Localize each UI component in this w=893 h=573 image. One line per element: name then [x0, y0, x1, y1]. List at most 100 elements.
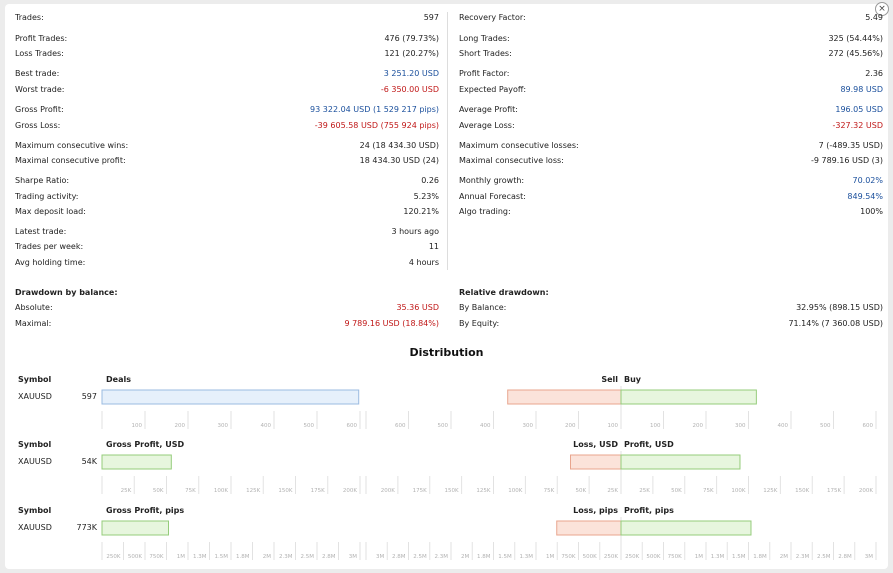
tick-label: 100K — [731, 488, 745, 494]
right-row: Profit Factor: 2.36 — [459, 68, 883, 80]
tick-label: 2.5M — [413, 554, 427, 560]
stat-value: 3 251.20 USD — [383, 69, 439, 78]
stat-label: Expected Payoff: — [459, 85, 527, 94]
tick-label: 1.5M — [498, 554, 512, 560]
tick-label: 100 — [132, 423, 143, 429]
stat-value: -9 789.16 USD (3) — [810, 156, 883, 165]
symbol-label: XAUUSD — [18, 523, 52, 532]
tick-label: 75K — [185, 488, 196, 494]
relative-drawdown-heading: Relative drawdown: — [459, 288, 549, 297]
tick-label: 1.5M — [215, 554, 229, 560]
symbol-label: XAUUSD — [18, 392, 52, 401]
stat-value: 0.26 — [421, 176, 439, 185]
symbol-header: Symbol — [18, 506, 52, 515]
tick-label: 300 — [523, 423, 534, 429]
tick-label: 750K — [561, 554, 575, 560]
tick-label: 2.3M — [796, 554, 810, 560]
left-header: Deals — [106, 375, 131, 384]
right-row: Average Loss: -327.32 USD — [459, 120, 883, 132]
stat-value: 70.02% — [852, 176, 883, 185]
profit-header: Profit, pips — [624, 506, 674, 515]
tick-label: 3M — [376, 554, 384, 560]
tick-label: 100K — [508, 488, 522, 494]
buy-bar — [620, 389, 757, 405]
profit-bar — [620, 454, 741, 470]
tick-label: 125K — [763, 488, 777, 494]
left-row: Maximum consecutive wins: 24 (18 434.30 U… — [15, 140, 439, 152]
tick-label: 750K — [668, 554, 682, 560]
buy-header: Buy — [624, 375, 642, 384]
tick-label: 500K — [646, 554, 660, 560]
tick-label: 250K — [625, 554, 639, 560]
stat-label: Long Trades: — [459, 34, 510, 43]
right-row: Maximal consecutive loss: -9 789.16 USD (… — [459, 155, 883, 167]
stat-label: Trades: — [15, 13, 44, 22]
tick-label: 300 — [218, 423, 229, 429]
tick-label: 1.3M — [520, 554, 534, 560]
tick-label: 100 — [650, 423, 661, 429]
tick-label: 150K — [445, 488, 459, 494]
close-icon[interactable]: × — [875, 2, 889, 16]
tick-label: 1.8M — [236, 554, 250, 560]
tick-label: 300 — [735, 423, 746, 429]
stat-label: Algo trading: — [459, 207, 511, 216]
tick-label: 1M — [177, 554, 185, 560]
stat-value: 325 (54.44%) — [828, 34, 883, 43]
tick-label: 600 — [347, 423, 358, 429]
stat-value: 2.36 — [865, 69, 883, 78]
left-row: Trades per week: 11 — [15, 241, 439, 253]
stat-value: 71.14% (7 360.08 USD) — [788, 319, 883, 328]
stat-value: 24 (18 434.30 USD) — [359, 141, 439, 150]
statistics-section: Trades: 597 Profit Trades: 476 (79.73%) Loss… — [5, 4, 888, 328]
right-row: Monthly growth: 70.02% — [459, 175, 883, 187]
profit-header: Profit, USD — [624, 440, 674, 449]
tick-label: 2M — [461, 554, 469, 560]
tick-label: 500K — [128, 554, 142, 560]
tick-label: 600 — [863, 423, 874, 429]
stat-label: Sharpe Ratio: — [15, 176, 70, 185]
left-row: Gross Profit: 93 322.04 USD (1 529 217 pi… — [15, 104, 439, 116]
stat-label: Profit Trades: — [15, 34, 68, 43]
gross-profit-bar — [101, 454, 172, 470]
stat-label: Avg holding time: — [15, 258, 86, 267]
tick-label: 200K — [859, 488, 873, 494]
symbol-header: Symbol — [18, 440, 52, 449]
tick-label: 500K — [583, 554, 597, 560]
distribution-charts: Symbol Deals XAUUSD 597 Sell Buy 100 200 300 400 5… — [18, 375, 877, 560]
stat-label: Maximal: — [15, 319, 52, 328]
left-row: Profit Trades: 476 (79.73%) — [15, 33, 439, 45]
tick-label: 250K — [604, 554, 618, 560]
tick-label: 2M — [263, 554, 271, 560]
stat-value: -39 605.58 USD (755 924 pips) — [314, 121, 439, 130]
tick-label: 2.8M — [838, 554, 852, 560]
stat-value: 272 (45.56%) — [828, 49, 883, 58]
tick-label: 175K — [827, 488, 841, 494]
tick-label: 25K — [639, 488, 650, 494]
drawdown-balance-heading: Drawdown by balance: — [15, 288, 118, 297]
tick-label: 400 — [480, 423, 491, 429]
stat-value: 11 — [428, 242, 439, 251]
tick-label: 1.5M — [732, 554, 746, 560]
stat-value: 89.98 USD — [840, 85, 883, 94]
stat-value: 9 789.16 USD (18.84%) — [344, 319, 439, 328]
stat-label: Absolute: — [15, 303, 53, 312]
tick-label: 2.8M — [392, 554, 406, 560]
left-row: Gross Loss: -39 605.58 USD (755 924 pips) — [15, 120, 439, 132]
stat-label: Recovery Factor: — [459, 13, 526, 22]
stat-label: Worst trade: — [15, 85, 65, 94]
stat-value: 7 (-489.35 USD) — [818, 141, 883, 150]
tick-label: 150K — [278, 488, 292, 494]
stat-value: 196.05 USD — [835, 105, 883, 114]
loss-bar — [570, 454, 622, 470]
tick-label: 25K — [121, 488, 132, 494]
stat-value: 121 (20.27%) — [384, 49, 439, 58]
tick-label: 1M — [546, 554, 554, 560]
loss-header: Loss, USD — [573, 440, 618, 449]
stat-value: 5.49 — [865, 13, 883, 22]
stat-label: By Balance: — [459, 303, 507, 312]
loss-header: Loss, pips — [573, 506, 618, 515]
tick-label: 100 — [608, 423, 619, 429]
tick-label: 1.3M — [711, 554, 725, 560]
stat-value: 120.21% — [403, 207, 439, 216]
tick-label: 2.3M — [279, 554, 293, 560]
